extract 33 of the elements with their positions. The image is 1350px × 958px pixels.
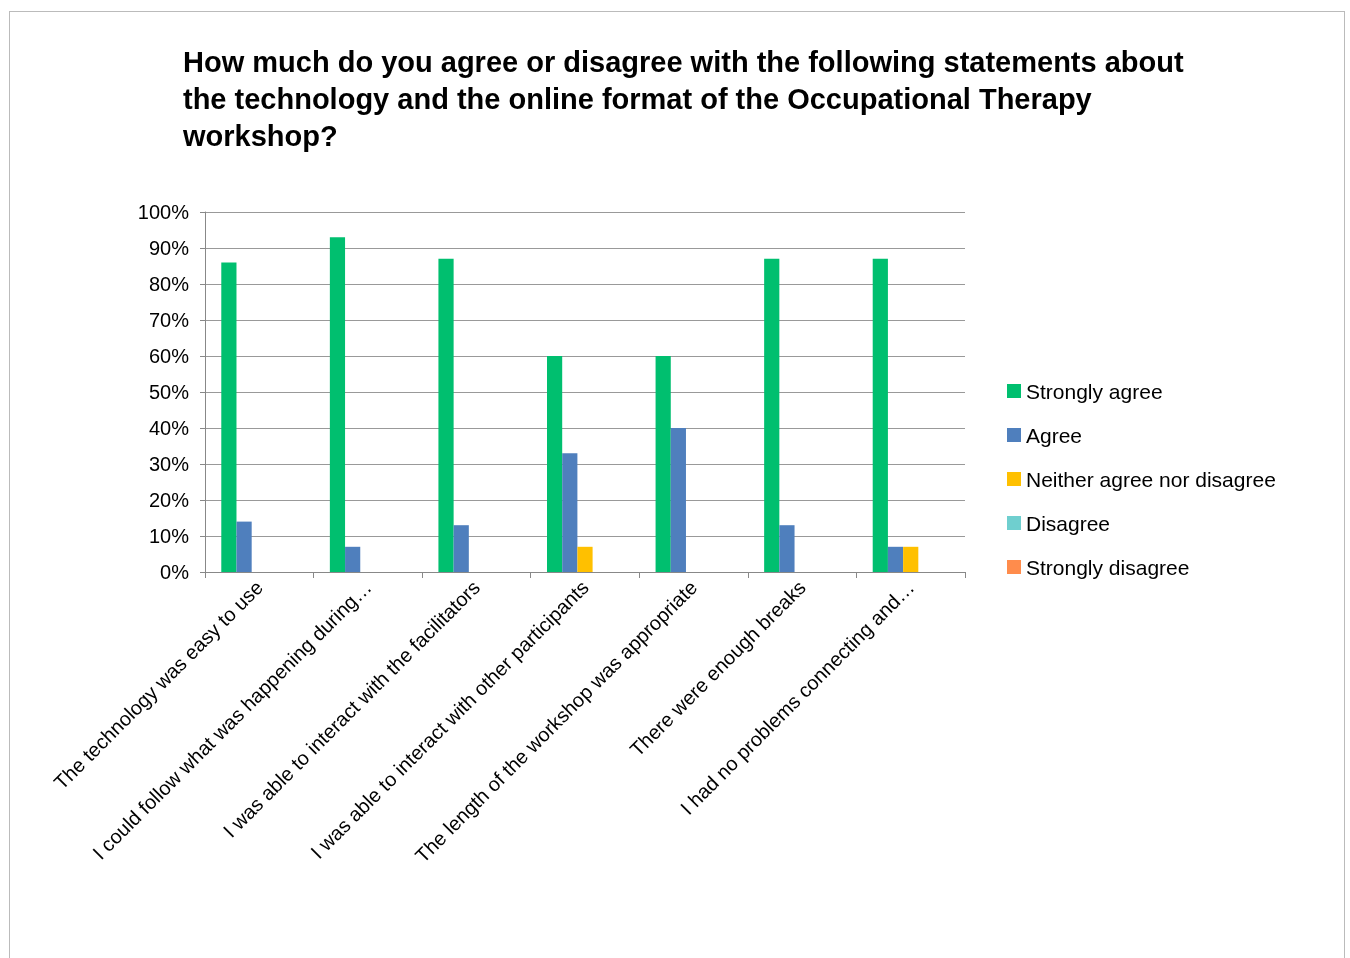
y-tick-label: 60% [148, 345, 190, 367]
bar [872, 258, 888, 572]
bar [903, 546, 919, 572]
chart-title: How much do you agree or disagree with the following statements about the technology and the online format of the Occupational Therapy workshop? [182, 45, 1192, 152]
legend-label: Strongly agree [1026, 379, 1163, 403]
y-tick-label: 30% [148, 453, 190, 475]
bar [329, 237, 346, 572]
y-tick-label: 70% [148, 309, 190, 331]
y-tick-label: 90% [148, 237, 190, 259]
bar [887, 546, 904, 572]
bar [438, 258, 454, 572]
y-tick-label: 50% [148, 381, 190, 403]
y-tick-label: 0% [160, 561, 190, 583]
y-tick-label: 100% [137, 201, 190, 223]
y-tick-label: 40% [148, 417, 190, 439]
y-tick-label: 80% [148, 273, 190, 295]
bar [221, 262, 237, 572]
bar [655, 356, 671, 572]
bar [236, 521, 252, 572]
bar [670, 428, 686, 572]
bar [562, 453, 578, 572]
bar [547, 356, 563, 572]
bar [577, 546, 593, 572]
y-tick-label: 10% [148, 525, 190, 547]
y-tick-label: 20% [148, 489, 190, 511]
legend-label: Agree [1026, 423, 1083, 447]
bar [779, 525, 795, 572]
legend-label: Disagree [1026, 511, 1111, 535]
bar [453, 525, 469, 572]
legend-label: Neither agree nor disagree [1026, 467, 1276, 491]
bar [345, 546, 361, 572]
legend-label: Strongly disagree [1026, 555, 1190, 579]
bar [764, 258, 780, 572]
